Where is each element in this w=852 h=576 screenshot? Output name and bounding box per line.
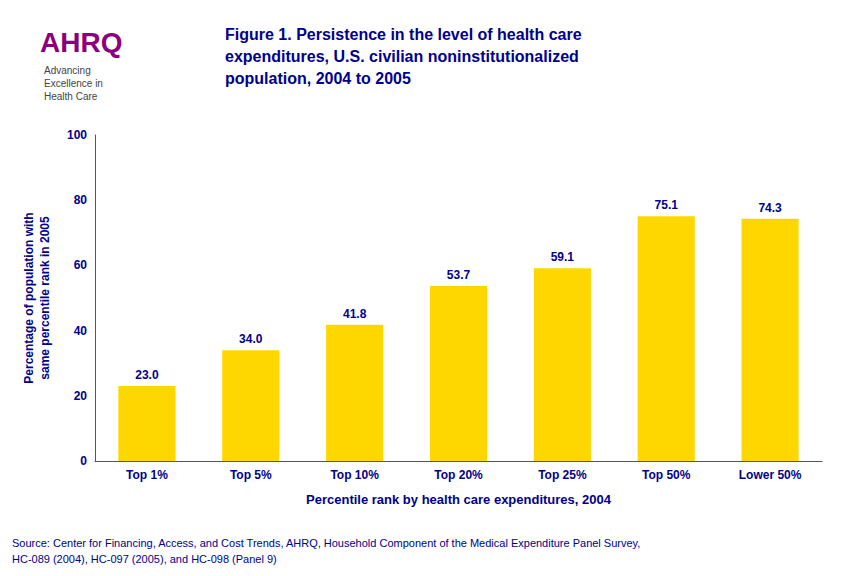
svg-text:Excellence in: Excellence in <box>44 78 103 89</box>
svg-text:75.1: 75.1 <box>655 198 679 212</box>
svg-text:34.0: 34.0 <box>239 332 263 346</box>
svg-text:23.0: 23.0 <box>135 368 159 382</box>
svg-text:same percentile rank in 2005: same percentile rank in 2005 <box>38 216 52 380</box>
svg-text:Lower 50%: Lower 50% <box>739 468 802 482</box>
svg-text:20: 20 <box>74 389 88 403</box>
svg-text:Figure 1. Persistence in the l: Figure 1. Persistence in the level of he… <box>225 26 582 43</box>
svg-text:80: 80 <box>74 193 88 207</box>
svg-text:60: 60 <box>74 258 88 272</box>
svg-text:Percentage of population with: Percentage of population with <box>22 212 36 383</box>
svg-text:Top 25%: Top 25% <box>538 468 587 482</box>
svg-text:population, 2004 to 2005: population, 2004 to 2005 <box>225 70 411 87</box>
svg-text:41.8: 41.8 <box>343 307 367 321</box>
svg-text:expenditures, U.S. civilian no: expenditures, U.S. civilian noninstituti… <box>225 48 579 65</box>
svg-text:Top 10%: Top 10% <box>330 468 379 482</box>
svg-text:40: 40 <box>74 324 88 338</box>
svg-text:Top 5%: Top 5% <box>230 468 272 482</box>
svg-text:53.7: 53.7 <box>447 268 471 282</box>
svg-text:Percentile rank by health care: Percentile rank by health care expenditu… <box>306 492 612 507</box>
svg-text:59.1: 59.1 <box>551 250 575 264</box>
svg-text:Source: Center for Financing,: Source: Center for Financing, Access, an… <box>12 537 640 549</box>
svg-text:0: 0 <box>80 454 87 468</box>
svg-text:AHRQ: AHRQ <box>40 27 122 58</box>
svg-text:Top 20%: Top 20% <box>434 468 483 482</box>
svg-text:Top 50%: Top 50% <box>642 468 691 482</box>
svg-text:Advancing: Advancing <box>44 65 91 76</box>
svg-text:HC-089 (2004), HC-097 (2005),: HC-089 (2004), HC-097 (2005), and HC-098… <box>12 553 277 565</box>
svg-text:Top 1%: Top 1% <box>126 468 168 482</box>
svg-text:Health Care: Health Care <box>44 91 98 102</box>
svg-text:74.3: 74.3 <box>758 201 782 215</box>
svg-text:100: 100 <box>67 128 87 142</box>
